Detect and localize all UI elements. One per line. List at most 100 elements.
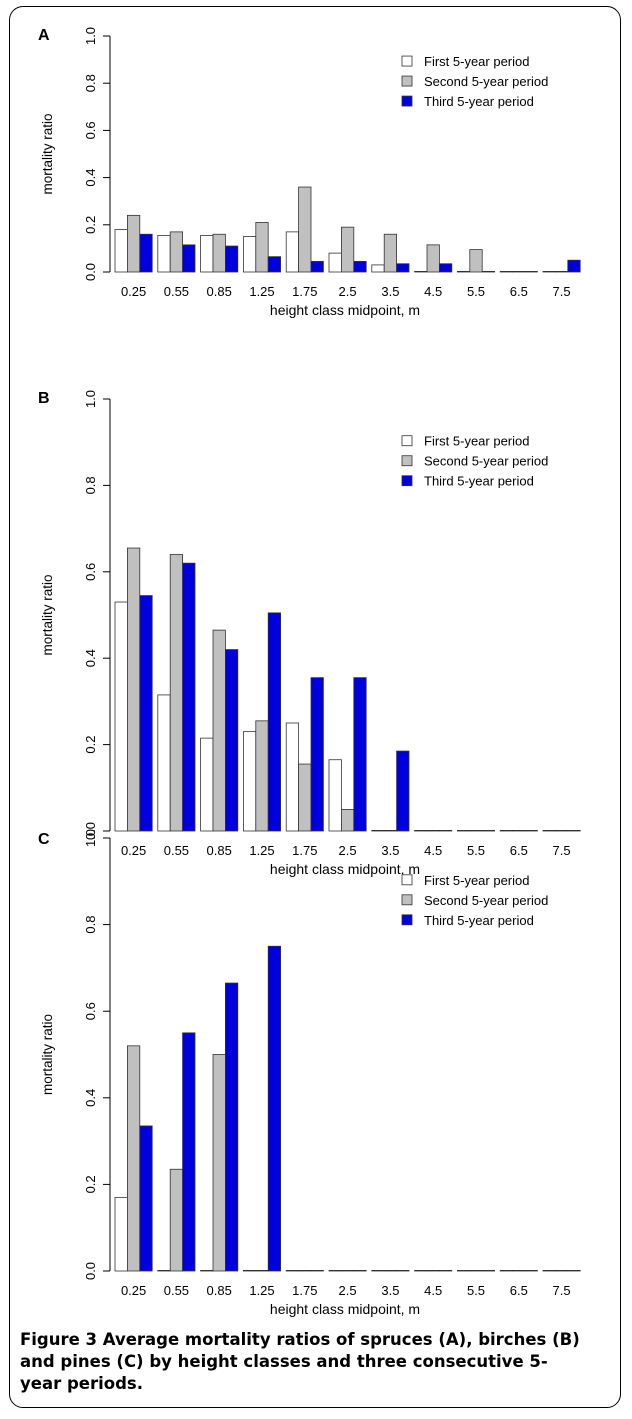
y-tick-label: 1.0 [83, 390, 98, 408]
bar-5.5-series-1 [456, 830, 471, 832]
x-tick-label: 6.5 [510, 843, 528, 858]
bar-4.5-series-3 [438, 263, 453, 273]
legend-label: First 5-year period [424, 434, 529, 449]
bar-6.5-series-1 [499, 270, 514, 273]
x-tick-label: 0.25 [121, 1283, 146, 1298]
x-tick-label: 0.55 [164, 843, 189, 858]
bar-1.75-series-1 [285, 231, 300, 273]
legend-swatch [401, 874, 413, 886]
x-tick-label: 1.25 [249, 284, 274, 299]
bar-5.5-series-3 [481, 270, 496, 273]
legend-swatch [401, 455, 413, 467]
bar-2.5-series-2 [340, 809, 355, 832]
bar-6.5-series-3 [524, 830, 538, 832]
bar-6.5-series-1 [499, 1270, 514, 1272]
legend-label: Third 5-year period [424, 913, 534, 928]
bar-4.5-series-2 [426, 1270, 440, 1272]
y-axis-title: mortality ratio [40, 1014, 55, 1095]
bar-0.85-series-2 [212, 629, 226, 832]
y-tick-label: 0.0 [83, 1262, 98, 1280]
bar-1.25-series-1 [242, 731, 257, 832]
legend-label: Third 5-year period [424, 94, 534, 109]
bar-3.5-series-2 [383, 1270, 398, 1272]
bar-4.5-series-2 [426, 830, 440, 832]
chart-panel-c: C 0.0 0.2 0.4 0.6 0.8 1.0 mortality ratio 0.25 0.… [38, 829, 581, 1317]
bar-7.5-series-1 [542, 270, 556, 273]
bar-6.5-series-1 [499, 830, 514, 832]
figure-caption: Figure 3 Average mortality ratios of spr… [20, 1329, 580, 1395]
bar-2.5-series-3 [353, 1270, 367, 1272]
bar-0.85-series-1 [200, 737, 214, 832]
bar-1.25-series-3 [267, 612, 282, 832]
bar-6.5-series-2 [512, 1270, 526, 1272]
caption-text: Figure 3 Average mortality ratios of spr… [20, 1330, 580, 1393]
y-tick-label: 0.2 [83, 1175, 98, 1193]
x-tick-label: 5.5 [467, 1283, 485, 1298]
y-tick-label: 0.2 [83, 216, 98, 234]
x-tick-label: 3.5 [381, 843, 399, 858]
bar-1.75-series-3 [310, 260, 324, 273]
bar-0.55-series-2 [169, 1168, 183, 1272]
legend-swatch [401, 475, 413, 487]
bar-4.5-series-1 [414, 1270, 428, 1272]
bar-1.25-series-3 [267, 256, 282, 273]
y-tick-label: 1.0 [83, 27, 98, 45]
bar-4.5-series-3 [438, 1270, 453, 1272]
bar-3.5-series-1 [371, 830, 385, 832]
x-tick-label: 1.75 [292, 1283, 317, 1298]
bar-0.25-series-2 [127, 547, 141, 832]
x-tick-label: 7.5 [553, 284, 571, 299]
panel-letter: B [38, 390, 50, 407]
y-tick-label: 0.0 [83, 263, 98, 281]
bar-7.5-series-1 [542, 830, 556, 832]
y-tick-label: 0.6 [83, 121, 98, 139]
bar-4.5-series-3 [438, 830, 453, 832]
x-tick-label: 0.25 [121, 843, 146, 858]
bar-0.55-series-1 [157, 1270, 171, 1272]
x-tick-label: 0.85 [207, 284, 232, 299]
bar-3.5-series-1 [371, 1270, 385, 1272]
x-tick-label: 1.75 [292, 843, 317, 858]
x-tick-label: 0.55 [164, 1283, 189, 1298]
bar-1.75-series-2 [298, 186, 312, 273]
y-axis-title: mortality ratio [40, 574, 55, 655]
chart-panel-a: A 0.0 0.2 0.4 0.6 0.8 1.0 mortality ratio 0.25 0.… [38, 27, 581, 318]
x-tick-label: 1.25 [249, 1283, 274, 1298]
bar-0.25-series-2 [127, 214, 141, 273]
bar-0.25-series-3 [139, 1125, 153, 1272]
legend-label: Second 5-year period [424, 893, 548, 908]
bar-7.5-series-2 [555, 830, 569, 832]
bar-7.5-series-2 [555, 270, 569, 273]
bar-0.25-series-1 [114, 229, 128, 273]
legend-swatch [401, 894, 413, 906]
x-tick-label: 3.5 [381, 1283, 399, 1298]
x-tick-label: 3.5 [381, 284, 399, 299]
bar-5.5-series-1 [456, 270, 471, 273]
y-tick-label: 0.6 [83, 1002, 98, 1020]
bar-4.5-series-1 [414, 270, 428, 273]
legend-swatch [401, 914, 413, 926]
x-tick-label: 6.5 [510, 284, 528, 299]
bar-0.25-series-1 [114, 601, 128, 832]
y-tick-label: 0.8 [83, 74, 98, 92]
bar-0.55-series-2 [169, 231, 183, 273]
x-tick-label: 1.75 [292, 284, 317, 299]
bar-1.25-series-1 [242, 1270, 257, 1272]
bar-4.5-series-1 [414, 830, 428, 832]
bar-7.5-series-3 [567, 1270, 581, 1272]
bar-0.85-series-1 [200, 235, 214, 273]
legend-swatch [401, 435, 413, 447]
bar-2.5-series-3 [353, 677, 367, 832]
bar-2.5-series-2 [340, 1270, 355, 1272]
x-tick-label: 7.5 [553, 1283, 571, 1298]
panel-letter: C [38, 831, 50, 848]
bar-0.85-series-3 [224, 982, 239, 1272]
bar-0.25-series-1 [114, 1196, 128, 1272]
bar-5.5-series-1 [456, 1270, 471, 1272]
bar-5.5-series-3 [481, 830, 496, 832]
bar-0.85-series-1 [200, 1270, 214, 1272]
legend-label: Second 5-year period [424, 74, 548, 89]
bar-5.5-series-2 [469, 830, 483, 832]
panel-letter: A [38, 27, 50, 44]
bar-0.55-series-3 [182, 562, 196, 832]
